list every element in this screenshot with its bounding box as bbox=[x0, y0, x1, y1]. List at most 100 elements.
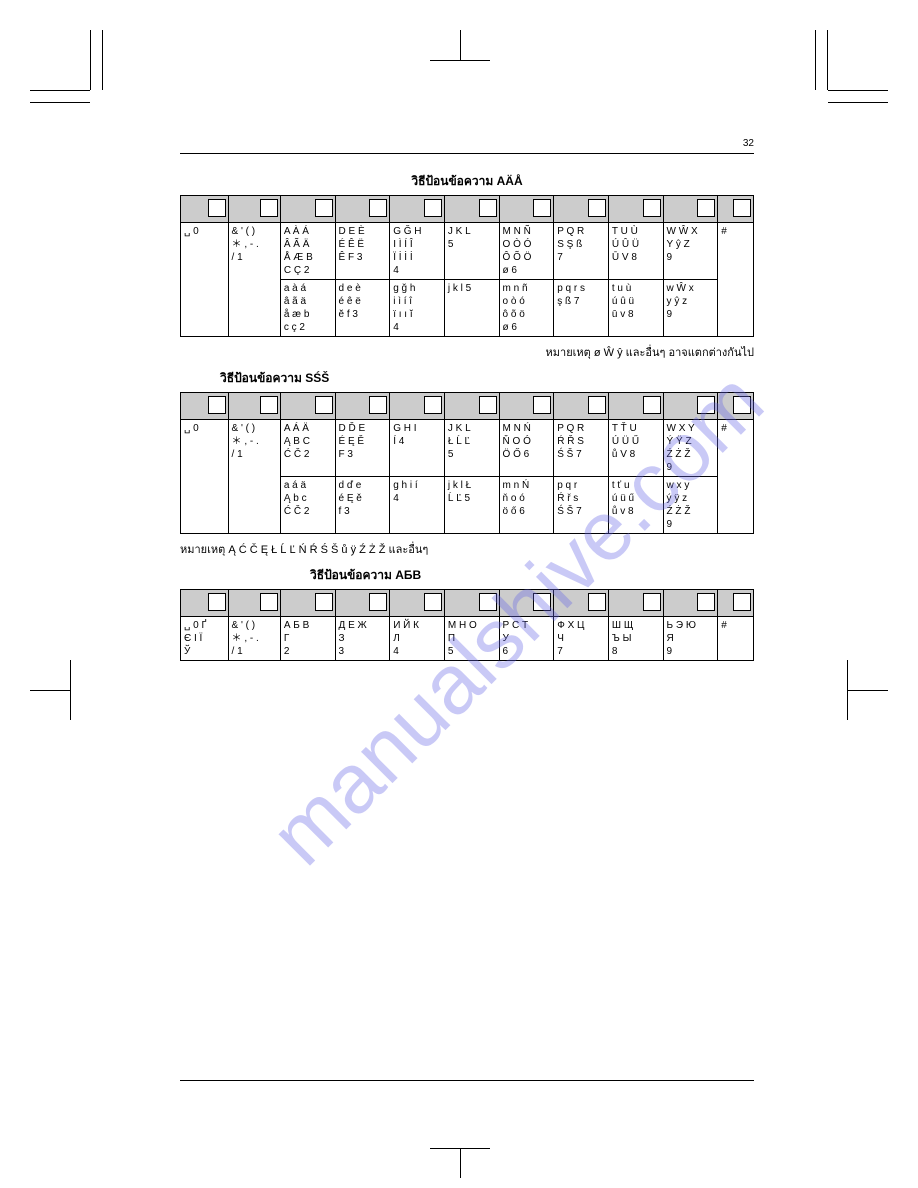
table-row: ␣ 0 & ' ( )＊ , - ./ 1 A À ÁÂ Ã ÄÅ Æ BC Ç… bbox=[181, 223, 754, 280]
key-header bbox=[390, 196, 445, 223]
key-header bbox=[499, 393, 554, 420]
cell: G Ğ HI Ì Í ÎÏ İ İ İ4 bbox=[390, 223, 445, 280]
key-header bbox=[499, 590, 554, 617]
key-header bbox=[499, 196, 554, 223]
table-header-row bbox=[181, 590, 754, 617]
cell: # bbox=[718, 617, 754, 661]
section2-note: หมายเหตุ Ą Ć Č Ę Ł Ĺ Ľ Ń Ŕ Ś Š ů ÿ Ź Ż Ž… bbox=[180, 540, 754, 558]
cell: t ť uú ü űů v 8 bbox=[608, 477, 663, 534]
cell: A À ÁÂ Ã ÄÅ Æ BC Ç 2 bbox=[280, 223, 335, 280]
key-header bbox=[718, 196, 754, 223]
key-header bbox=[390, 590, 445, 617]
key-header bbox=[228, 590, 280, 617]
cell: ␣ 0 bbox=[181, 223, 229, 337]
cell: Ф Х ЦЧ7 bbox=[554, 617, 609, 661]
cell: Ш ЩЪ Ы8 bbox=[608, 617, 663, 661]
cell: d ď eé Ę ěf 3 bbox=[335, 477, 390, 534]
cell: # bbox=[718, 223, 754, 337]
key-header bbox=[335, 590, 390, 617]
cell: a à áâ ã äå æ bc ç 2 bbox=[280, 280, 335, 337]
key-header bbox=[444, 590, 499, 617]
cell: Д Е ЖЗ3 bbox=[335, 617, 390, 661]
table-row: ␣ 0 & ' ( )＊ , - ./ 1 A Á ÄĄ B CĆ Č 2 D … bbox=[181, 420, 754, 477]
cell: g h i í4 bbox=[390, 477, 445, 534]
key-header bbox=[181, 393, 229, 420]
key-header bbox=[181, 590, 229, 617]
key-header bbox=[390, 393, 445, 420]
cell: d e èé ê ëĕ f 3 bbox=[335, 280, 390, 337]
key-header bbox=[335, 196, 390, 223]
section1-table: ␣ 0 & ' ( )＊ , - ./ 1 A À ÁÂ Ã ÄÅ Æ BC Ç… bbox=[180, 195, 754, 337]
key-header bbox=[335, 393, 390, 420]
cell: ␣ 0 ҐЄ І ЇЎ bbox=[181, 617, 229, 661]
cell: m n Ńň o óö ő 6 bbox=[499, 477, 554, 534]
cell: w x yý ÿ zŹ Ż Ž9 bbox=[663, 477, 718, 534]
cell: T Ť UÚ Ü Űů V 8 bbox=[608, 420, 663, 477]
cell: T U ÙÚ Û ÜŪ V 8 bbox=[608, 223, 663, 280]
cell: D Ď EÉ Ę ĚF 3 bbox=[335, 420, 390, 477]
cell: J K L5 bbox=[444, 223, 499, 280]
table-row: ␣ 0 ҐЄ І ЇЎ & ' ( )＊ , - ./ 1 А Б ВГ2 Д … bbox=[181, 617, 754, 661]
key-header bbox=[663, 590, 718, 617]
page-number: 32 bbox=[743, 138, 754, 149]
cell: D E ÈÉ Ê ËÊ F 3 bbox=[335, 223, 390, 280]
cell: # bbox=[718, 420, 754, 534]
cell: M N ÑO Ò ÓÔ Õ Öø 6 bbox=[499, 223, 554, 280]
cell: P Q RS Ş ß7 bbox=[554, 223, 609, 280]
cell: Ь Э ЮЯ9 bbox=[663, 617, 718, 661]
key-header bbox=[554, 590, 609, 617]
key-header bbox=[444, 196, 499, 223]
cell: & ' ( )＊ , - ./ 1 bbox=[228, 617, 280, 661]
cell: p q rŔ ř sŚ Š 7 bbox=[554, 477, 609, 534]
cell: p q r sş ß 7 bbox=[554, 280, 609, 337]
cell: & ' ( )＊ , - ./ 1 bbox=[228, 223, 280, 337]
top-rule: 32 bbox=[180, 153, 754, 154]
key-header bbox=[554, 393, 609, 420]
cell: И Й КЛ4 bbox=[390, 617, 445, 661]
key-header bbox=[228, 196, 280, 223]
cell: j k l 5 bbox=[444, 280, 499, 337]
cell: m n ño ò óô õ öø 6 bbox=[499, 280, 554, 337]
cell: А Б ВГ2 bbox=[280, 617, 335, 661]
cell: P Q RŔ Ř SŚ Š 7 bbox=[554, 420, 609, 477]
key-header bbox=[718, 590, 754, 617]
key-header bbox=[608, 393, 663, 420]
section1-note: หมายเหตุ ø Ŵ ŷ และอื่นๆ อาจแตกต่างกันไป bbox=[180, 343, 754, 361]
table-header-row bbox=[181, 196, 754, 223]
key-header bbox=[280, 196, 335, 223]
section1-title: วิธีป้อนข้อความ AÄÅ bbox=[180, 172, 754, 191]
cell: j k l ŁĹ Ľ 5 bbox=[444, 477, 499, 534]
cell: Р С ТУ6 bbox=[499, 617, 554, 661]
cell: w Ŵ xy ŷ z9 bbox=[663, 280, 718, 337]
key-header bbox=[181, 196, 229, 223]
key-header bbox=[280, 393, 335, 420]
table-header-row bbox=[181, 393, 754, 420]
key-header bbox=[608, 196, 663, 223]
key-header bbox=[663, 196, 718, 223]
section3-table: ␣ 0 ҐЄ І ЇЎ & ' ( )＊ , - ./ 1 А Б ВГ2 Д … bbox=[180, 589, 754, 661]
section2-table: ␣ 0 & ' ( )＊ , - ./ 1 A Á ÄĄ B CĆ Č 2 D … bbox=[180, 392, 754, 534]
cell: G H IÍ 4 bbox=[390, 420, 445, 477]
key-header bbox=[228, 393, 280, 420]
section3-title: วิธีป้อนข้อความ АБВ bbox=[180, 566, 754, 585]
key-header bbox=[280, 590, 335, 617]
key-header bbox=[663, 393, 718, 420]
cell: A Á ÄĄ B CĆ Č 2 bbox=[280, 420, 335, 477]
cell: W X YÝ Ÿ ZŹ Ż Ž9 bbox=[663, 420, 718, 477]
page-content: วิธีป้อนข้อความ AÄÅ ␣ 0 & ' ( )＊ , - bbox=[180, 160, 754, 661]
cell: М Н ОП5 bbox=[444, 617, 499, 661]
cell: & ' ( )＊ , - ./ 1 bbox=[228, 420, 280, 534]
key-header bbox=[608, 590, 663, 617]
key-header bbox=[718, 393, 754, 420]
key-header bbox=[554, 196, 609, 223]
cell: W Ŵ XY ŷ Z9 bbox=[663, 223, 718, 280]
cell: M N ŃŇ O ÓÖ Ő 6 bbox=[499, 420, 554, 477]
cell: a á äĄ b cĆ Č 2 bbox=[280, 477, 335, 534]
section2-title: วิธีป้อนข้อความ SŚŠ bbox=[180, 369, 754, 388]
bottom-rule bbox=[180, 1080, 754, 1081]
key-header bbox=[444, 393, 499, 420]
cell: t u ùú û üū v 8 bbox=[608, 280, 663, 337]
cell: g ğ hi ì í îï ı ı ĭ4 bbox=[390, 280, 445, 337]
cell: ␣ 0 bbox=[181, 420, 229, 534]
cell: J K LŁ Ĺ Ľ5 bbox=[444, 420, 499, 477]
